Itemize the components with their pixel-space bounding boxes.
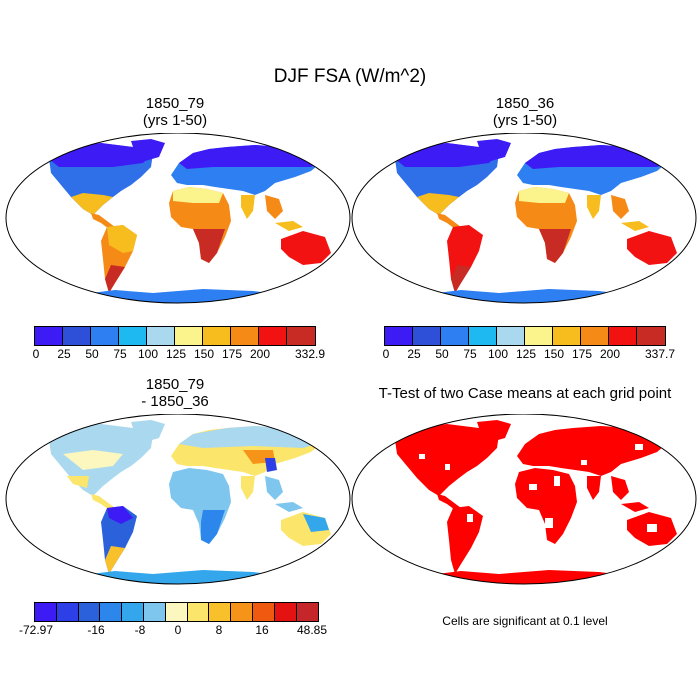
map-panel-1850-36 <box>349 133 699 305</box>
colorbar-box <box>143 603 166 621</box>
panel-4-title: T-Test of two Case means at each grid po… <box>378 385 672 402</box>
colorbar-box <box>581 327 609 345</box>
colorbar-box <box>231 327 259 345</box>
colorbar-label: 100 <box>137 347 159 361</box>
colorbar-box <box>441 327 469 345</box>
colorbar-box <box>609 327 637 345</box>
colorbar-label: 125 <box>515 347 537 361</box>
colorbar-box <box>100 603 123 621</box>
colorbar-box <box>637 327 665 345</box>
colorbar-label: -16 <box>87 623 105 637</box>
colorbar-label: 175 <box>221 347 243 361</box>
colorbar-label: 332.9 <box>294 347 326 361</box>
colorbar-box <box>497 327 525 345</box>
colorbar-label: 0 <box>174 623 182 637</box>
map-panel-difference <box>3 414 353 586</box>
colorbar-box <box>259 327 287 345</box>
colorbar-box <box>35 603 57 621</box>
colorbar-label: 50 <box>435 347 449 361</box>
colorbar-label: 0 <box>382 347 390 361</box>
colorbar-label: 150 <box>543 347 565 361</box>
colorbar-label: 25 <box>407 347 421 361</box>
colorbar-label: 75 <box>463 347 477 361</box>
colorbar-box <box>525 327 553 345</box>
colorbar-label: 25 <box>57 347 71 361</box>
panel-2-title: 1850_36 (yrs 1-50) <box>492 95 558 129</box>
colorbar-label: 200 <box>249 347 271 361</box>
colorbar-box <box>553 327 581 345</box>
colorbar-boxes <box>34 602 320 622</box>
colorbar-label: 48.85 <box>296 623 328 637</box>
colorbar-box <box>175 327 203 345</box>
colorbar-label: 100 <box>487 347 509 361</box>
colorbar-boxes <box>384 326 666 346</box>
colorbar-label: 50 <box>85 347 99 361</box>
panel-1-title: 1850_79 (yrs 1-50) <box>142 95 208 129</box>
colorbar-box <box>91 327 119 345</box>
colorbar-boxes <box>34 326 316 346</box>
colorbar-box <box>35 327 63 345</box>
colorbar-box <box>122 603 144 621</box>
colorbar-box <box>78 603 101 621</box>
colorbar-label: 75 <box>113 347 127 361</box>
colorbar-label: 0 <box>32 347 40 361</box>
colorbar-label: 16 <box>255 623 269 637</box>
map-panel-ttest <box>349 414 699 586</box>
colorbar-box <box>187 603 210 621</box>
colorbar-label: 175 <box>571 347 593 361</box>
colorbar-label: 150 <box>193 347 215 361</box>
colorbar-label: -72.97 <box>18 623 54 637</box>
colorbar-box <box>147 327 175 345</box>
colorbar-box <box>209 603 232 621</box>
panel-3-title: 1850_79 - 1850_36 <box>141 376 209 410</box>
colorbar-box <box>56 603 79 621</box>
colorbar-box <box>469 327 497 345</box>
map-panel-1850-79 <box>3 133 353 305</box>
colorbar-box <box>296 603 319 621</box>
colorbar-box <box>119 327 147 345</box>
colorbar-box <box>274 603 297 621</box>
colorbar-box <box>231 603 253 621</box>
colorbar-box <box>252 603 275 621</box>
significance-note: Cells are significant at 0.1 level <box>442 614 608 628</box>
colorbar-box <box>63 327 91 345</box>
colorbar-box <box>287 327 315 345</box>
colorbar-box <box>165 603 188 621</box>
colorbar-label: -8 <box>134 623 146 637</box>
colorbar-label: 337.7 <box>644 347 676 361</box>
colorbar-label: 125 <box>165 347 187 361</box>
colorbar-box <box>203 327 231 345</box>
colorbar-box <box>385 327 413 345</box>
colorbar-label: 200 <box>599 347 621 361</box>
colorbar-box <box>413 327 441 345</box>
colorbar-label: 8 <box>215 623 223 637</box>
figure-title: DJF FSA (W/m^2) <box>273 66 427 87</box>
